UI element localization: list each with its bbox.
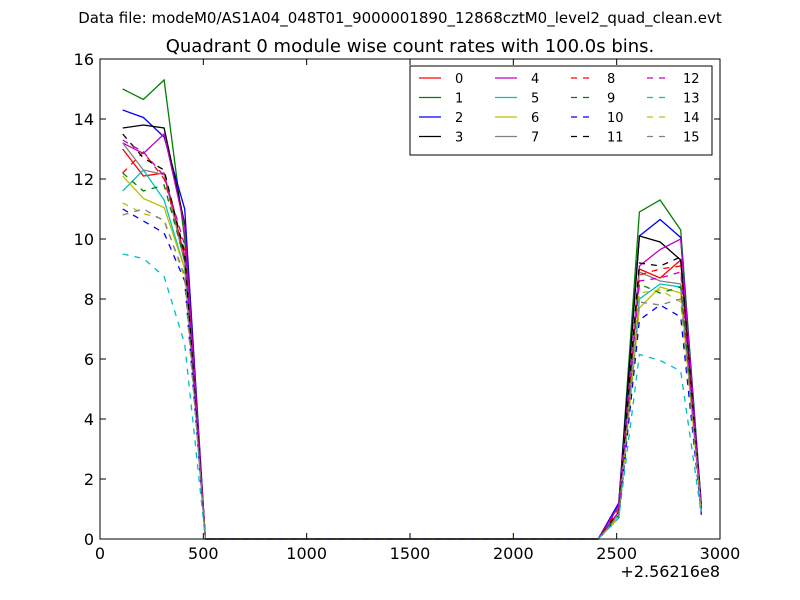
series-line-9 <box>122 172 703 540</box>
x-tick-label: 1500 <box>390 544 431 563</box>
y-tick-label: 16 <box>74 50 94 69</box>
series-line-3 <box>122 124 703 540</box>
x-tick-label: 2000 <box>493 544 534 563</box>
series-line-2 <box>122 109 703 540</box>
y-tick-label: 8 <box>84 290 94 309</box>
legend-label-10: 10 <box>607 111 624 126</box>
series-line-14 <box>122 202 703 540</box>
series-line-4 <box>122 132 703 540</box>
legend-label-9: 9 <box>607 92 615 107</box>
legend-label-12: 12 <box>683 72 700 87</box>
legend-label-13: 13 <box>683 92 700 107</box>
x-offset-label: +2.56216e8 <box>620 562 720 581</box>
y-tick-label: 2 <box>84 470 94 489</box>
x-tick-label: 500 <box>188 544 219 563</box>
chart-title: Quadrant 0 module wise count rates with … <box>165 36 655 57</box>
legend-label-1: 1 <box>455 92 463 107</box>
legend-label-2: 2 <box>455 111 463 126</box>
legend-label-0: 0 <box>455 72 463 87</box>
y-tick-label: 14 <box>74 110 94 129</box>
legend-box <box>409 65 713 156</box>
series-line-11 <box>122 133 703 540</box>
y-tick-label: 6 <box>84 350 94 369</box>
legend-label-11: 11 <box>607 131 624 146</box>
legend-label-14: 14 <box>683 111 700 126</box>
legend-label-8: 8 <box>607 72 615 87</box>
y-tick-label: 4 <box>84 410 94 429</box>
series-line-0 <box>122 148 703 540</box>
series-line-7 <box>122 142 703 540</box>
figure-suptitle: Data file: modeM0/AS1A04_048T01_90000018… <box>78 9 722 27</box>
series-line-12 <box>122 139 703 540</box>
y-tick-label: 12 <box>74 170 94 189</box>
series-line-6 <box>122 175 703 540</box>
series-line-5 <box>122 168 703 540</box>
legend-label-5: 5 <box>531 92 539 107</box>
x-tick-label: 1000 <box>286 544 327 563</box>
x-tick-label: 2500 <box>596 544 637 563</box>
y-tick-label: 10 <box>74 230 94 249</box>
legend-label-6: 6 <box>531 111 539 126</box>
x-tick-label: 0 <box>95 544 105 563</box>
legend-label-3: 3 <box>455 131 463 146</box>
legend-label-15: 15 <box>683 131 700 146</box>
series-line-10 <box>122 208 703 540</box>
series-line-15 <box>122 208 703 540</box>
x-tick-label: 3000 <box>700 544 741 563</box>
y-tick-label: 0 <box>84 530 94 549</box>
axes-layer: 0 500 1000 1500 2000 2500 30000246810121416+2.… <box>74 50 741 581</box>
legend-label-7: 7 <box>531 131 539 146</box>
series-line-13 <box>122 253 703 540</box>
legend-label-4: 4 <box>531 72 539 87</box>
series-line-8 <box>122 151 703 540</box>
